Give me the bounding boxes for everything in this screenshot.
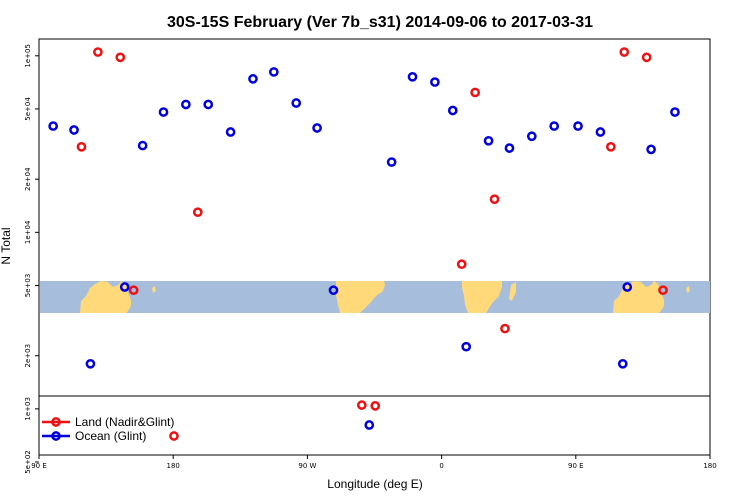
land-point <box>489 194 500 205</box>
ocean-point <box>158 107 169 117</box>
land-point <box>128 285 139 296</box>
plot-area <box>38 38 711 456</box>
x-tick-label: 90 E <box>31 462 47 470</box>
ocean-point <box>48 121 59 131</box>
x-tick-label: 90 E <box>568 462 584 470</box>
x-tick-label: 90 W <box>298 462 316 470</box>
ocean-point <box>595 127 606 137</box>
ocean-point <box>69 125 79 135</box>
land-point <box>192 207 203 218</box>
land-point <box>658 285 668 296</box>
land-point <box>370 401 381 411</box>
land-point <box>605 141 616 152</box>
south-america-landmass <box>336 281 385 313</box>
ocean-point <box>670 107 680 117</box>
land-point <box>115 52 126 63</box>
ocean-point <box>430 77 440 87</box>
new-zealand-landmass <box>152 286 156 293</box>
ocean-point <box>617 358 628 369</box>
ocean-point <box>549 121 560 131</box>
map-strip <box>40 281 710 313</box>
ocean-point <box>526 131 537 142</box>
land-point <box>619 47 630 57</box>
ocean-point <box>328 285 339 296</box>
ocean-point <box>386 157 397 167</box>
ocean-point <box>291 98 302 108</box>
ocean-point <box>85 358 96 369</box>
y-tick-label: 1e+04 <box>24 220 32 244</box>
land-point <box>641 52 652 63</box>
madagascar-landmass <box>509 282 516 301</box>
land-point <box>500 323 510 334</box>
ocean-point <box>483 135 494 146</box>
y-tick-label: 5e+03 <box>24 274 32 298</box>
ocean-point <box>461 341 472 352</box>
ocean-point <box>622 282 633 292</box>
ocean-point <box>407 71 418 82</box>
legend: Land (Nadir&Glint) Ocean (Glint) <box>42 415 174 443</box>
data-points <box>48 47 680 441</box>
land-point <box>356 400 367 410</box>
chart-title: 30S-15S February (Ver 7b_s31) 2014-09-06… <box>167 14 593 31</box>
y-tick-label: 1e+03 <box>24 397 32 421</box>
ocean-point <box>312 123 322 133</box>
y-tick-label: 1e+05 <box>24 44 32 68</box>
ocean-point <box>181 99 191 110</box>
ocean-point <box>137 140 148 151</box>
x-tick-label: 180 <box>703 462 716 470</box>
land-point <box>76 141 87 152</box>
ocean-point <box>646 144 656 155</box>
land-point <box>456 259 467 270</box>
x-axis-label: Longitude (deg E) <box>327 477 422 491</box>
legend-land-label: Land (Nadir&Glint) <box>75 415 174 429</box>
x-tick-label: 180 <box>167 462 180 470</box>
land-point <box>470 87 480 98</box>
y-tick-label: 2e+04 <box>24 167 32 191</box>
ocean-point <box>225 127 236 137</box>
legend-ocean-marker <box>51 431 61 441</box>
ocean-point <box>364 420 375 430</box>
legend-ocean-label: Ocean (Glint) <box>75 429 146 443</box>
ocean-point <box>447 105 458 116</box>
ocean-point <box>269 67 279 77</box>
africa-landmass <box>462 281 502 313</box>
land-point <box>93 47 103 57</box>
y-tick-label: 2e+03 <box>24 344 32 368</box>
australia-landmass <box>80 281 131 313</box>
axis-ticks: 90 E 180 90 W 0 90 E 180 5e+02 1e+03 2e+03 5e+03 1… <box>24 44 717 474</box>
ocean-point <box>248 74 258 84</box>
legend-land-marker <box>51 417 61 427</box>
x-tick-label: 0 <box>439 462 443 470</box>
y-tick-label: 5e+02 <box>24 450 32 474</box>
ocean-point <box>573 121 583 131</box>
y-axis-label: N Total <box>0 227 13 264</box>
ocean-point <box>203 99 214 110</box>
land-outlier-point <box>169 431 179 441</box>
ocean-point <box>119 282 130 292</box>
ocean-point <box>504 143 515 153</box>
y-tick-label: 5e+04 <box>24 97 32 121</box>
new-zealand-landmass-repeat <box>686 286 690 293</box>
